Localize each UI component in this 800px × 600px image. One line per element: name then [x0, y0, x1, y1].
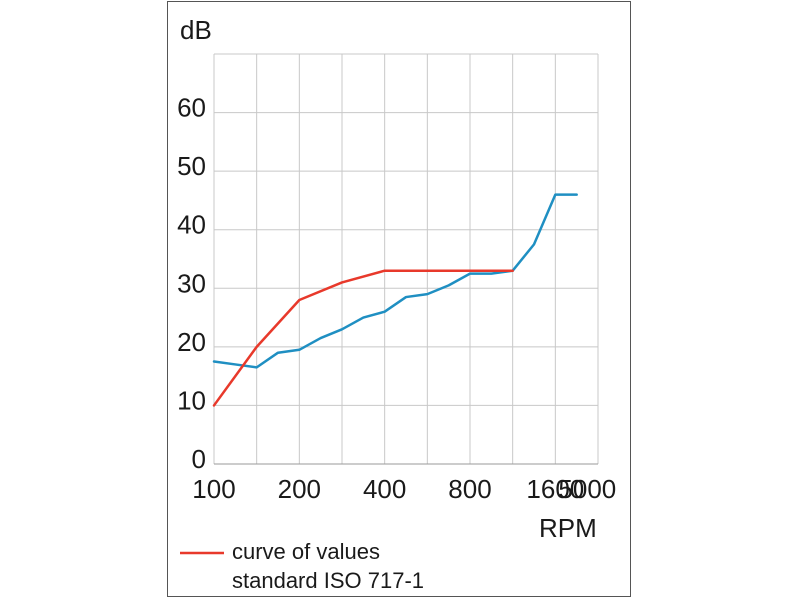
y-tick-label: 10 [177, 385, 206, 415]
chart-frame: 0 10 20 30 40 50 60 100 200 400 800 1600 5000 dB RP… [167, 1, 631, 597]
y-tick-labels: 0 10 20 30 40 50 60 [177, 93, 206, 474]
y-tick-label: 0 [192, 444, 206, 474]
series-line-iso-reference [212, 269, 514, 407]
y-tick-label: 20 [177, 327, 206, 357]
x-tick-label: 800 [448, 474, 491, 504]
x-axis-label: RPM [539, 513, 597, 543]
y-tick-label: 40 [177, 210, 206, 240]
x-tick-label: 200 [278, 474, 321, 504]
x-tick-label: 1600 [526, 474, 584, 504]
legend-text-line1: curve of values [232, 539, 380, 564]
y-tick-label: 30 [177, 268, 206, 298]
y-axis-label: dB [180, 15, 212, 45]
x-tick-label: 400 [363, 474, 406, 504]
y-tick-label: 60 [177, 93, 206, 123]
series-group [212, 193, 578, 407]
series-line-measured [212, 193, 578, 369]
x-tick-label: 100 [192, 474, 235, 504]
grid [213, 53, 599, 465]
legend-text-line2: standard ISO 717-1 [232, 568, 424, 593]
y-tick-label: 50 [177, 151, 206, 181]
x-tick-label: 5000 [558, 474, 616, 504]
